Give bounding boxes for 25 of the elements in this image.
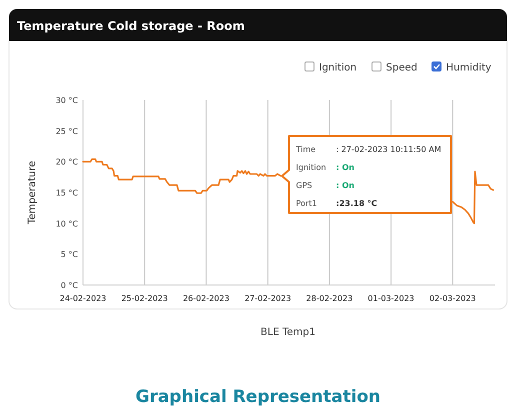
x-axis-title: BLE Temp1 [260, 327, 316, 338]
y-tick-label: 5 °C [60, 250, 78, 260]
y-tick-label: 20 °C [56, 158, 78, 167]
x-tick-label: 01-03-2023 [368, 294, 414, 303]
x-tick-label: 26-02-2023 [182, 294, 230, 303]
text: Humidity [446, 62, 492, 74]
text: Graphical Representation [136, 387, 380, 407]
y-tick-label: 0 °C [60, 281, 78, 290]
text: Port1 :23.18 °C [296, 199, 378, 208]
x-tick-label: 25-02-2023 [121, 294, 168, 303]
text: GPS : On [296, 181, 354, 190]
text: Time : 27-02-2023 10:11:50 AM [296, 145, 442, 154]
x-tick-label: 28-02-2023 [306, 294, 353, 303]
x-tick-label: 02-03-2023 [429, 294, 476, 303]
y-tick-label: 25 °C [56, 126, 78, 136]
y-tick-label: 15 °C [56, 188, 78, 198]
y-tick-label: 30 °C [56, 96, 78, 105]
x-tick-label: 24-02-2023 [60, 294, 106, 303]
y-tick-label: 10 °C [56, 219, 78, 228]
chart-title: Temperature Cold storage - Room [17, 19, 245, 33]
x-tick-label: 27-02-2023 [244, 294, 292, 303]
text: Ignition [319, 62, 357, 74]
text: Ignition : On [296, 163, 354, 172]
y-axis-title: Temperature [27, 160, 38, 226]
text: Speed [386, 62, 418, 74]
